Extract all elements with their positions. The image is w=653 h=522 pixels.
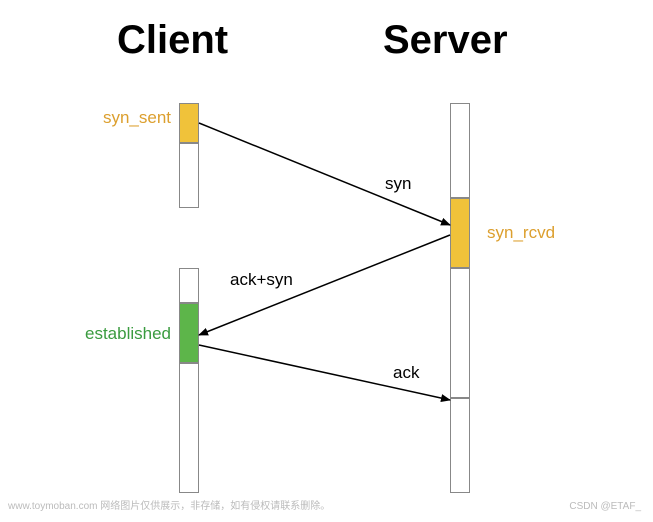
state-segment: [450, 398, 470, 493]
state-segment: [179, 363, 199, 493]
state-syn-rcvd: [450, 198, 470, 268]
server-timeline-bar: [450, 103, 470, 493]
state-segment: [450, 268, 470, 398]
state-established: [179, 303, 199, 363]
client-timeline-bar: [179, 103, 199, 493]
state-segment: [179, 268, 199, 303]
arrow-syn: [199, 123, 450, 225]
state-label-syn-sent: syn_sent: [103, 108, 171, 128]
diagram-container: { "titles": { "client": "Client", "serve…: [0, 0, 653, 522]
state-label-syn-rcvd: syn_rcvd: [487, 223, 555, 243]
arrow-label-syn: syn: [385, 174, 411, 194]
server-title: Server: [383, 18, 508, 63]
state-syn-sent: [179, 103, 199, 143]
client-title: Client: [117, 18, 228, 63]
watermark-right: CSDN @ETAF_: [569, 501, 641, 512]
watermark-left: www.toymoban.com 网络图片仅供展示，非存储，如有侵权请联系删除。: [8, 497, 330, 512]
state-segment: [450, 103, 470, 198]
state-segment: [179, 143, 199, 208]
state-label-established: established: [85, 324, 171, 344]
message-arrows: [0, 0, 653, 522]
arrow-label-ack: ack: [393, 363, 419, 383]
arrow-label-ack-syn: ack+syn: [230, 270, 293, 290]
